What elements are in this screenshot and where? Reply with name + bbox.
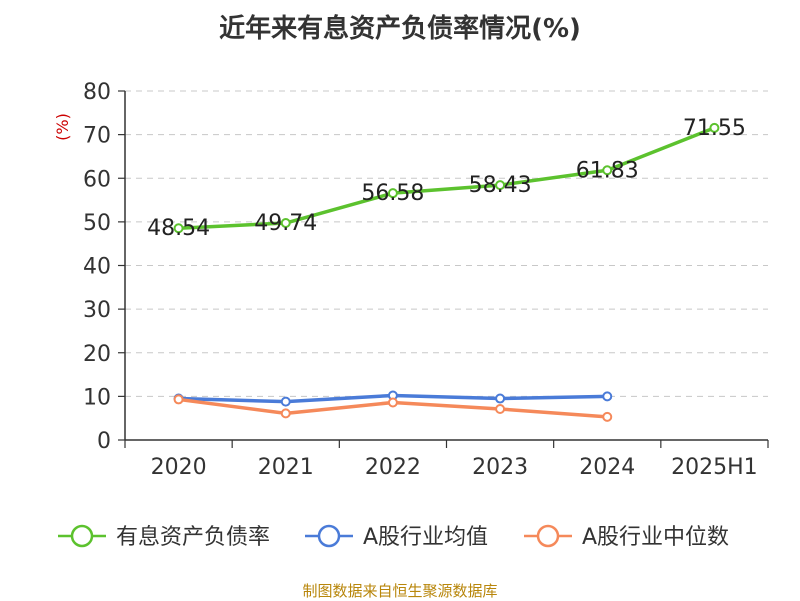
data-label: 71.55 <box>683 116 746 141</box>
y-tick-label: 80 <box>83 80 111 105</box>
y-tick-label: 70 <box>83 124 111 149</box>
x-tick-label: 2024 <box>579 455 635 480</box>
series-line-1 <box>178 126 716 230</box>
y-tick-label: 0 <box>97 429 111 454</box>
y-axis-label: (%) <box>53 113 72 141</box>
x-tick-label: 2023 <box>472 455 528 480</box>
legend-label: 有息资产负债率 <box>116 525 270 550</box>
data-point <box>387 188 398 199</box>
x-tick-label: 2020 <box>151 455 207 480</box>
x-tick-label: 2022 <box>365 455 421 480</box>
x-tick-label: 2021 <box>258 455 314 480</box>
y-tick-label: 40 <box>83 255 111 280</box>
data-point <box>387 397 398 408</box>
data-point <box>280 396 291 407</box>
data-label: 48.54 <box>147 216 210 241</box>
data-point <box>173 394 184 405</box>
data-point <box>709 122 720 133</box>
y-tick-label: 60 <box>83 167 111 192</box>
data-label: 61.83 <box>576 158 639 183</box>
data-point <box>495 393 506 404</box>
x-tick-label: 2025H1 <box>671 455 758 480</box>
legend-label: A股行业均值 <box>363 525 488 550</box>
legend-label: A股行业中位数 <box>582 525 729 550</box>
y-tick-label: 50 <box>83 211 111 236</box>
chart-title: 近年来有息资产负债率情况(%) <box>219 14 581 44</box>
data-point <box>602 165 613 176</box>
data-label: 56.58 <box>361 181 424 206</box>
data-point <box>280 218 291 229</box>
data-point <box>280 408 291 419</box>
data-point <box>602 411 613 422</box>
y-tick-label: 30 <box>83 298 111 323</box>
legend-marker <box>70 524 94 548</box>
data-label: 49.74 <box>254 211 317 236</box>
legend-marker <box>536 524 560 548</box>
legend-marker <box>317 524 341 548</box>
y-tick-label: 10 <box>83 385 111 410</box>
data-label: 58.43 <box>469 173 532 198</box>
source-note: 制图数据来自恒生聚源数据库 <box>302 582 498 600</box>
y-tick-label: 20 <box>83 342 111 367</box>
data-point <box>602 391 613 402</box>
data-point <box>495 404 506 415</box>
data-point <box>495 180 506 191</box>
data-point <box>173 223 184 234</box>
